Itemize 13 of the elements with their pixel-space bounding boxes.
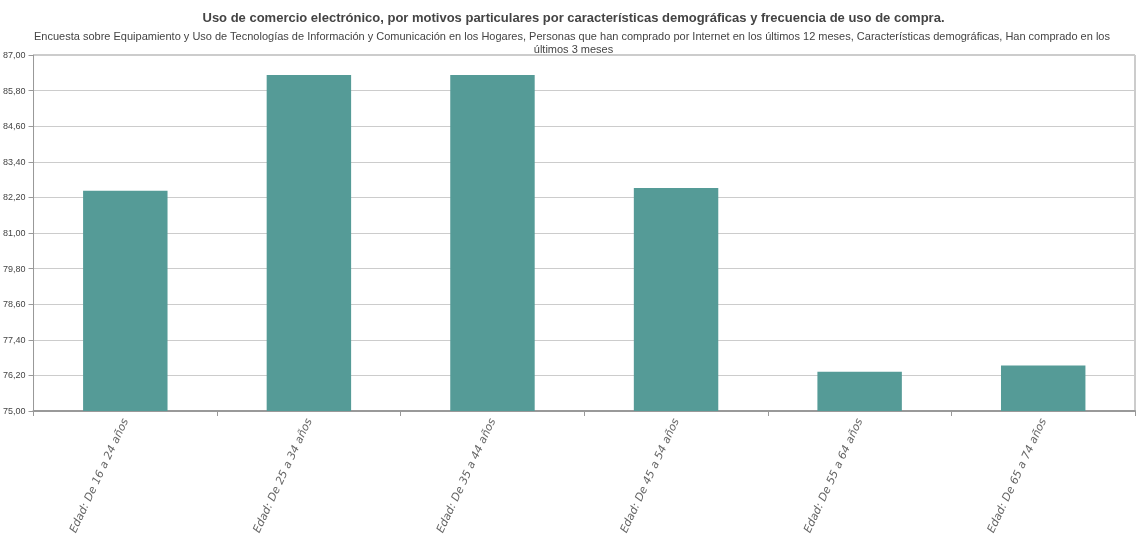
y-tick-label: 83,40 xyxy=(2,156,26,167)
y-tick-label: 85,80 xyxy=(2,85,26,96)
y-tick-label: 84,60 xyxy=(2,121,26,132)
y-tick-label: 81,00 xyxy=(2,228,26,238)
y-tick-label: 78,60 xyxy=(2,299,26,310)
chart-title: Uso de comercio electrónico, por motivos particulares por características demográficas y frecuencia de uso de compra. xyxy=(202,10,945,25)
y-tick-label: 87,00 xyxy=(2,50,26,60)
y-tick-label: 77,40 xyxy=(2,334,26,345)
y-tick-label: 79,80 xyxy=(2,263,26,274)
y-tick-label: 76,20 xyxy=(2,370,26,381)
y-tick-label: 82,20 xyxy=(2,192,26,203)
chart-subtitle: Encuesta sobre Equipamiento y Uso de Tecnologías de Información y Comunicación en los Hogares, Personas que han comprado por Internet en los últimos 12 meses, Características demográficas, Han comprado en los últimos 3 meses xyxy=(34,29,1113,55)
y-tick-label: 75,00 xyxy=(2,406,26,416)
